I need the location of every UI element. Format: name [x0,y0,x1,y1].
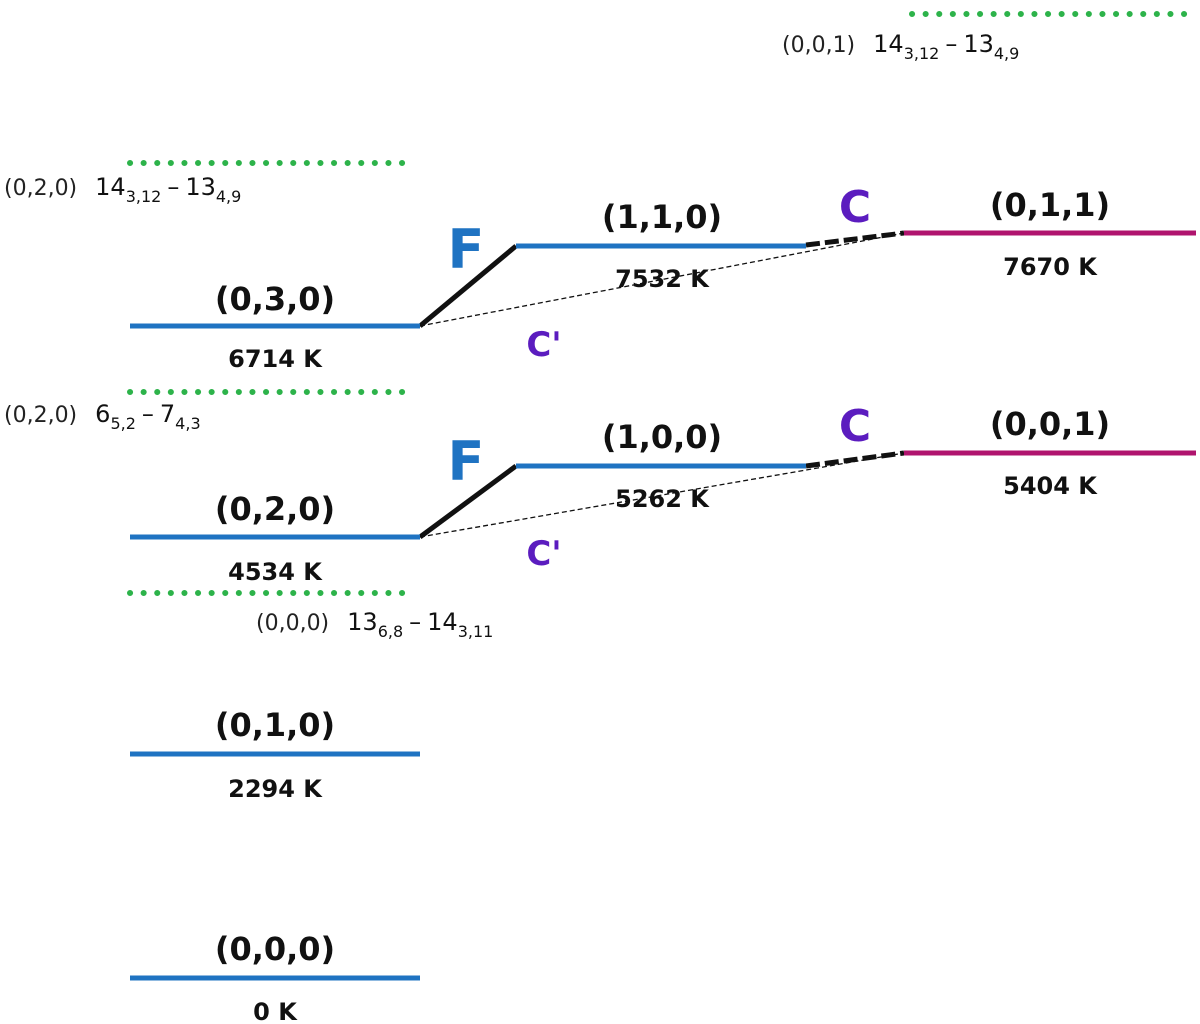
level-energy-020: 4534 K [228,558,323,586]
fermi-letter-upper: F [448,218,485,281]
level-energy-001: 5404 K [1003,472,1098,500]
level-energy-010: 2294 K [228,775,323,803]
coriolis-letter-upper: C [839,182,871,233]
level-state-000: (0,0,0) [215,930,335,968]
coriolis-letter-lower: C [839,401,871,452]
coriolis-prime-letter-upper: C' [526,325,561,365]
level-energy-110: 7532 K [615,265,710,293]
coriolis-prime-dashed-line-030-011 [419,232,905,327]
level-energy-100: 5262 K [615,485,710,513]
level-energy-030: 6714 K [228,345,323,373]
level-state-110: (1,1,0) [602,198,722,236]
level-state-010: (0,1,0) [215,706,335,744]
level-state-011: (0,1,1) [990,186,1110,224]
fermi-letter-lower: F [448,430,485,493]
transition-label-001: (0,0,1) 143,12–134,9 [782,30,1019,63]
level-state-100: (1,0,0) [602,418,722,456]
level-state-020: (0,2,0) [215,490,335,528]
coriolis-dashed-line-110-011 [805,230,905,248]
fermi-link-line-030-110 [418,244,518,328]
level-energy-000: 0 K [253,998,298,1024]
transition-label-000: (0,0,0) 136,8–143,11 [256,608,493,641]
level-state-030: (0,3,0) [215,280,335,318]
level-energy-011: 7670 K [1003,253,1098,281]
level-state-001: (0,0,1) [990,405,1110,443]
transition-label-020-low: (0,2,0) 65,2–74,3 [4,400,201,433]
coriolis-prime-dashed-line-020-001 [419,452,905,538]
coriolis-prime-letter-lower: C' [526,534,561,574]
coriolis-dashed-line-100-001 [805,450,905,469]
transition-label-020-high: (0,2,0) 143,12–134,9 [4,173,241,206]
fermi-link-line-020-100 [418,463,518,540]
